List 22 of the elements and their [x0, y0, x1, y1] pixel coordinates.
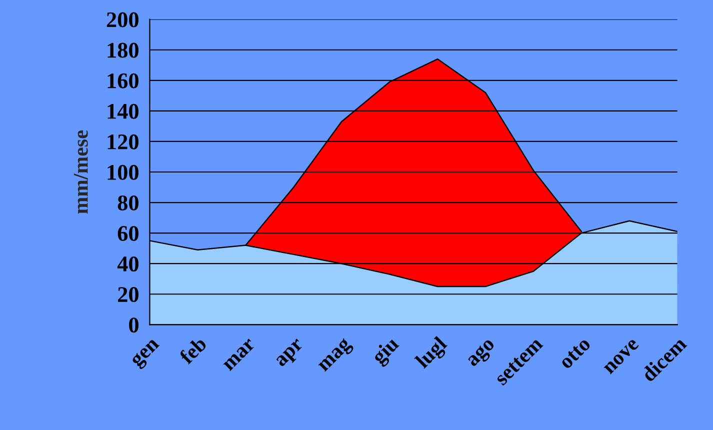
y-tick-label: 0 — [129, 318, 138, 333]
y-tick-label: 60 — [118, 226, 138, 241]
y-tick-label: 140 — [108, 104, 138, 119]
y-tick-label: 20 — [118, 287, 138, 302]
x-tick-label: mar — [223, 338, 256, 372]
x-tick-label: lugl — [414, 335, 451, 372]
x-tick-label: otto — [559, 338, 592, 370]
y-axis-title: mm/mese — [74, 130, 88, 214]
x-tick-label: giu — [370, 335, 403, 368]
x-tick-label: mag — [318, 338, 355, 376]
y-tick-label: 160 — [108, 73, 138, 88]
x-tick-label: ago — [467, 338, 496, 367]
x-tick-label: gen — [130, 338, 163, 370]
x-tick-label: nove — [604, 338, 640, 374]
y-tick-label: 40 — [117, 256, 138, 272]
y-tick-label: 80 — [118, 195, 138, 210]
x-tick-label: apr — [275, 338, 307, 370]
x-tick-label: feb — [178, 336, 208, 365]
y-tick-label: 120 — [108, 134, 138, 150]
y-tick-label: 180 — [108, 42, 138, 58]
y-tick-label: 200 — [106, 12, 138, 28]
y-tick-label: 100 — [108, 164, 138, 180]
